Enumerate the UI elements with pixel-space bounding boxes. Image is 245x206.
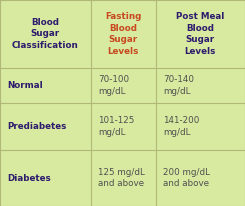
Text: 101-125
mg/dL: 101-125 mg/dL (98, 116, 134, 137)
Text: Fasting
Blood
Sugar
Levels: Fasting Blood Sugar Levels (105, 12, 141, 56)
Text: Diabetes: Diabetes (7, 174, 51, 183)
Text: 70-140
mg/dL: 70-140 mg/dL (163, 75, 194, 96)
Text: Post Meal
Blood
Sugar
Levels: Post Meal Blood Sugar Levels (176, 12, 224, 56)
Text: Prediabetes: Prediabetes (7, 122, 67, 131)
Text: 125 mg/dL
and above: 125 mg/dL and above (98, 168, 145, 188)
Text: Normal: Normal (7, 81, 43, 90)
Text: Blood
Sugar
Classification: Blood Sugar Classification (12, 18, 79, 50)
Text: 141-200
mg/dL: 141-200 mg/dL (163, 116, 199, 137)
Text: 200 mg/dL
and above: 200 mg/dL and above (163, 168, 210, 188)
Text: 70-100
mg/dL: 70-100 mg/dL (98, 75, 129, 96)
